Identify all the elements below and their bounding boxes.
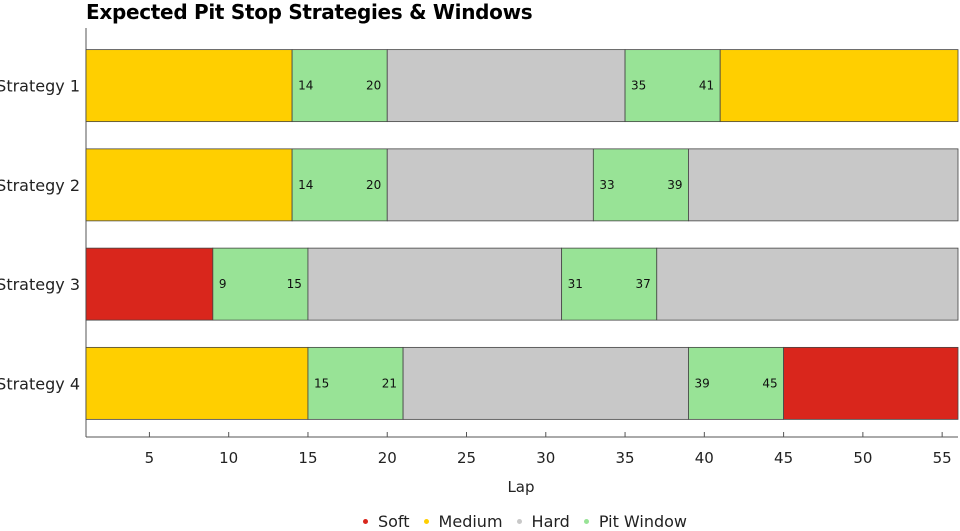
legend-marker-icon: [516, 519, 522, 524]
pit-window-end-label: 21: [382, 376, 397, 390]
segment-pit-window: [624, 49, 721, 123]
x-tick-label: 50: [853, 449, 872, 467]
strategy-row: 14 20 33 39: [85, 148, 959, 222]
segment-soft: [85, 247, 214, 321]
x-tick-label: 25: [457, 449, 476, 467]
segment-pit-window: [291, 49, 388, 123]
chart-title: Expected Pit Stop Strategies & Windows: [86, 0, 533, 24]
pit-window-end-label: 37: [635, 277, 650, 291]
legend-marker-icon: [423, 519, 429, 524]
segment-medium: [85, 148, 293, 222]
pit-window-end-label: 45: [762, 376, 777, 390]
strategy-label: Strategy 1: [0, 77, 80, 96]
segment-hard: [656, 247, 959, 321]
segment-pit-window: [592, 148, 689, 222]
legend-marker-icon: [362, 519, 368, 524]
pit-window-start-label: 39: [694, 376, 709, 390]
pit-window-start-label: 15: [314, 376, 329, 390]
x-tick-label: 35: [616, 449, 635, 467]
segment-hard: [402, 346, 689, 420]
pit-window-end-label: 39: [667, 178, 682, 192]
x-tick-label: 15: [298, 449, 317, 467]
pit-window-end-label: 15: [287, 277, 302, 291]
x-tick-label: 10: [219, 449, 238, 467]
segment-medium: [85, 49, 293, 123]
pit-window-end-label: 41: [699, 79, 714, 93]
legend-item: Pit Window: [583, 512, 688, 531]
segment-pit-window: [212, 247, 309, 321]
segment-soft: [783, 346, 959, 420]
legend-item: Hard: [516, 512, 570, 531]
segment-medium: [719, 49, 959, 123]
x-axis: 5 10 15 20 25 30 35 40 45 50 55: [145, 432, 952, 467]
pit-window-start-label: 33: [599, 178, 614, 192]
strategy-label: Strategy 2: [0, 176, 80, 195]
legend: Soft Medium Hard Pit Window: [0, 512, 960, 531]
x-axis-label: Lap: [507, 478, 534, 496]
legend-label: Hard: [531, 512, 570, 531]
strategy-label: Strategy 3: [0, 275, 80, 294]
segment-pit-window: [561, 247, 658, 321]
pit-window-start-label: 9: [219, 277, 227, 291]
x-tick-label: 40: [695, 449, 714, 467]
x-tick-label: 5: [145, 449, 155, 467]
segment-hard: [386, 148, 594, 222]
legend-label: Pit Window: [598, 512, 688, 531]
legend-item: Medium: [423, 512, 503, 531]
segment-hard: [307, 247, 563, 321]
segment-hard: [688, 148, 959, 222]
segment-hard: [386, 49, 626, 123]
x-tick-label: 45: [774, 449, 793, 467]
strategy-row: 14 20 35 41: [85, 49, 959, 123]
strategy-bars: 14 20 35 41 14 20 33 39 9 15 31 37 15 21 39 45: [85, 49, 959, 420]
x-tick-label: 20: [378, 449, 397, 467]
pit-window-start-label: 35: [631, 79, 646, 93]
pit-window-start-label: 31: [568, 277, 583, 291]
pit-window-start-label: 14: [298, 79, 313, 93]
strategy-row: 15 21 39 45: [85, 346, 959, 420]
legend-marker-icon: [583, 519, 589, 524]
legend-item: Soft: [362, 512, 410, 531]
pit-window-end-label: 20: [366, 79, 381, 93]
pit-window-start-label: 14: [298, 178, 313, 192]
segment-medium: [85, 346, 309, 420]
strategy-row: 9 15 31 37: [85, 247, 959, 321]
segment-pit-window: [307, 346, 404, 420]
x-tick-label: 30: [536, 449, 555, 467]
legend-label: Medium: [438, 512, 503, 531]
y-axis-labels: Strategy 1 Strategy 2 Strategy 3 Strategy 4: [0, 77, 80, 394]
segment-pit-window: [291, 148, 388, 222]
strategy-label: Strategy 4: [0, 374, 80, 393]
legend-label: Soft: [377, 512, 410, 531]
pit-window-end-label: 20: [366, 178, 381, 192]
x-tick-label: 55: [933, 449, 952, 467]
